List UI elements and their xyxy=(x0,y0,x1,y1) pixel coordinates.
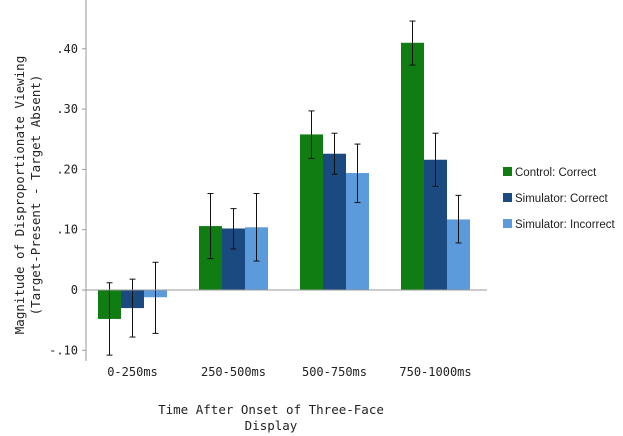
error-bar-control-correct-2 xyxy=(308,110,315,160)
category-label: 0-250ms xyxy=(107,365,158,379)
error-bar-control-correct-0 xyxy=(106,282,113,356)
y-tick-label: -.10 xyxy=(49,343,78,357)
bar-simulator-incorrect-2 xyxy=(346,173,369,290)
x-axis-title-line-1: Time After Onset of Three-Face xyxy=(158,402,384,417)
category-label: 500-750ms xyxy=(302,365,367,379)
legend-swatch-simulator-correct xyxy=(503,193,512,202)
error-bar-simulator-incorrect-0 xyxy=(152,261,159,334)
category-labels-layer: 0-250ms 250-500ms 500-750ms 750-1000ms xyxy=(107,365,471,379)
y-axis-title-line-1: Magnitude of Disproportionate Viewing xyxy=(12,56,27,334)
y-tick-label: .40 xyxy=(56,42,78,56)
legend-label-simulator-correct: Simulator: Correct xyxy=(515,193,608,205)
y-tick-label: .20 xyxy=(56,162,78,176)
legend-swatch-simulator-incorrect xyxy=(503,219,512,228)
y-tick-label: .10 xyxy=(56,223,78,237)
bar-simulator-correct-1 xyxy=(222,228,245,290)
x-axis-title-line-2: Display xyxy=(245,418,298,433)
error-bar-control-correct-1 xyxy=(207,193,214,260)
category-label: 250-500ms xyxy=(201,365,266,379)
error-bar-control-correct-3 xyxy=(409,20,416,66)
bars-layer xyxy=(98,42,470,319)
bar-simulator-correct-2 xyxy=(323,153,346,290)
bar-simulator-correct-3 xyxy=(424,159,447,290)
legend-item-simulator-incorrect: Simulator: Incorrect xyxy=(503,219,616,231)
y-tick-label: 0 xyxy=(71,283,78,297)
legend: Control: Correct Simulator: Correct Simu… xyxy=(503,167,616,231)
legend-label-control-correct: Control: Correct xyxy=(515,167,597,179)
legend-item-control-correct: Control: Correct xyxy=(503,167,597,179)
error-bar-simulator-incorrect-2 xyxy=(354,143,361,204)
category-label: 750-1000ms xyxy=(399,365,471,379)
error-bar-simulator-correct-3 xyxy=(432,132,439,187)
axes-layer xyxy=(85,0,487,361)
error-bar-simulator-correct-2 xyxy=(331,132,338,175)
legend-swatch-control-correct xyxy=(503,167,512,176)
bar-control-correct-3 xyxy=(401,42,424,290)
bar-control-correct-2 xyxy=(300,134,323,290)
y-axis-title-line-2: (Target-Present - Target Absent) xyxy=(28,75,43,316)
error-bar-simulator-incorrect-1 xyxy=(253,193,260,262)
tick-labels-layer: -.10 0 .10 .20 .30 .40 xyxy=(49,42,86,357)
bar-simulator-incorrect-3 xyxy=(447,219,470,290)
error-bars-layer xyxy=(106,20,462,356)
error-bar-simulator-correct-1 xyxy=(230,208,237,250)
y-tick-label: .30 xyxy=(56,102,78,116)
legend-item-simulator-correct: Simulator: Correct xyxy=(503,193,608,205)
legend-label-simulator-incorrect: Simulator: Incorrect xyxy=(515,219,616,231)
error-bar-simulator-incorrect-3 xyxy=(455,194,462,244)
error-bar-simulator-correct-0 xyxy=(129,278,136,338)
